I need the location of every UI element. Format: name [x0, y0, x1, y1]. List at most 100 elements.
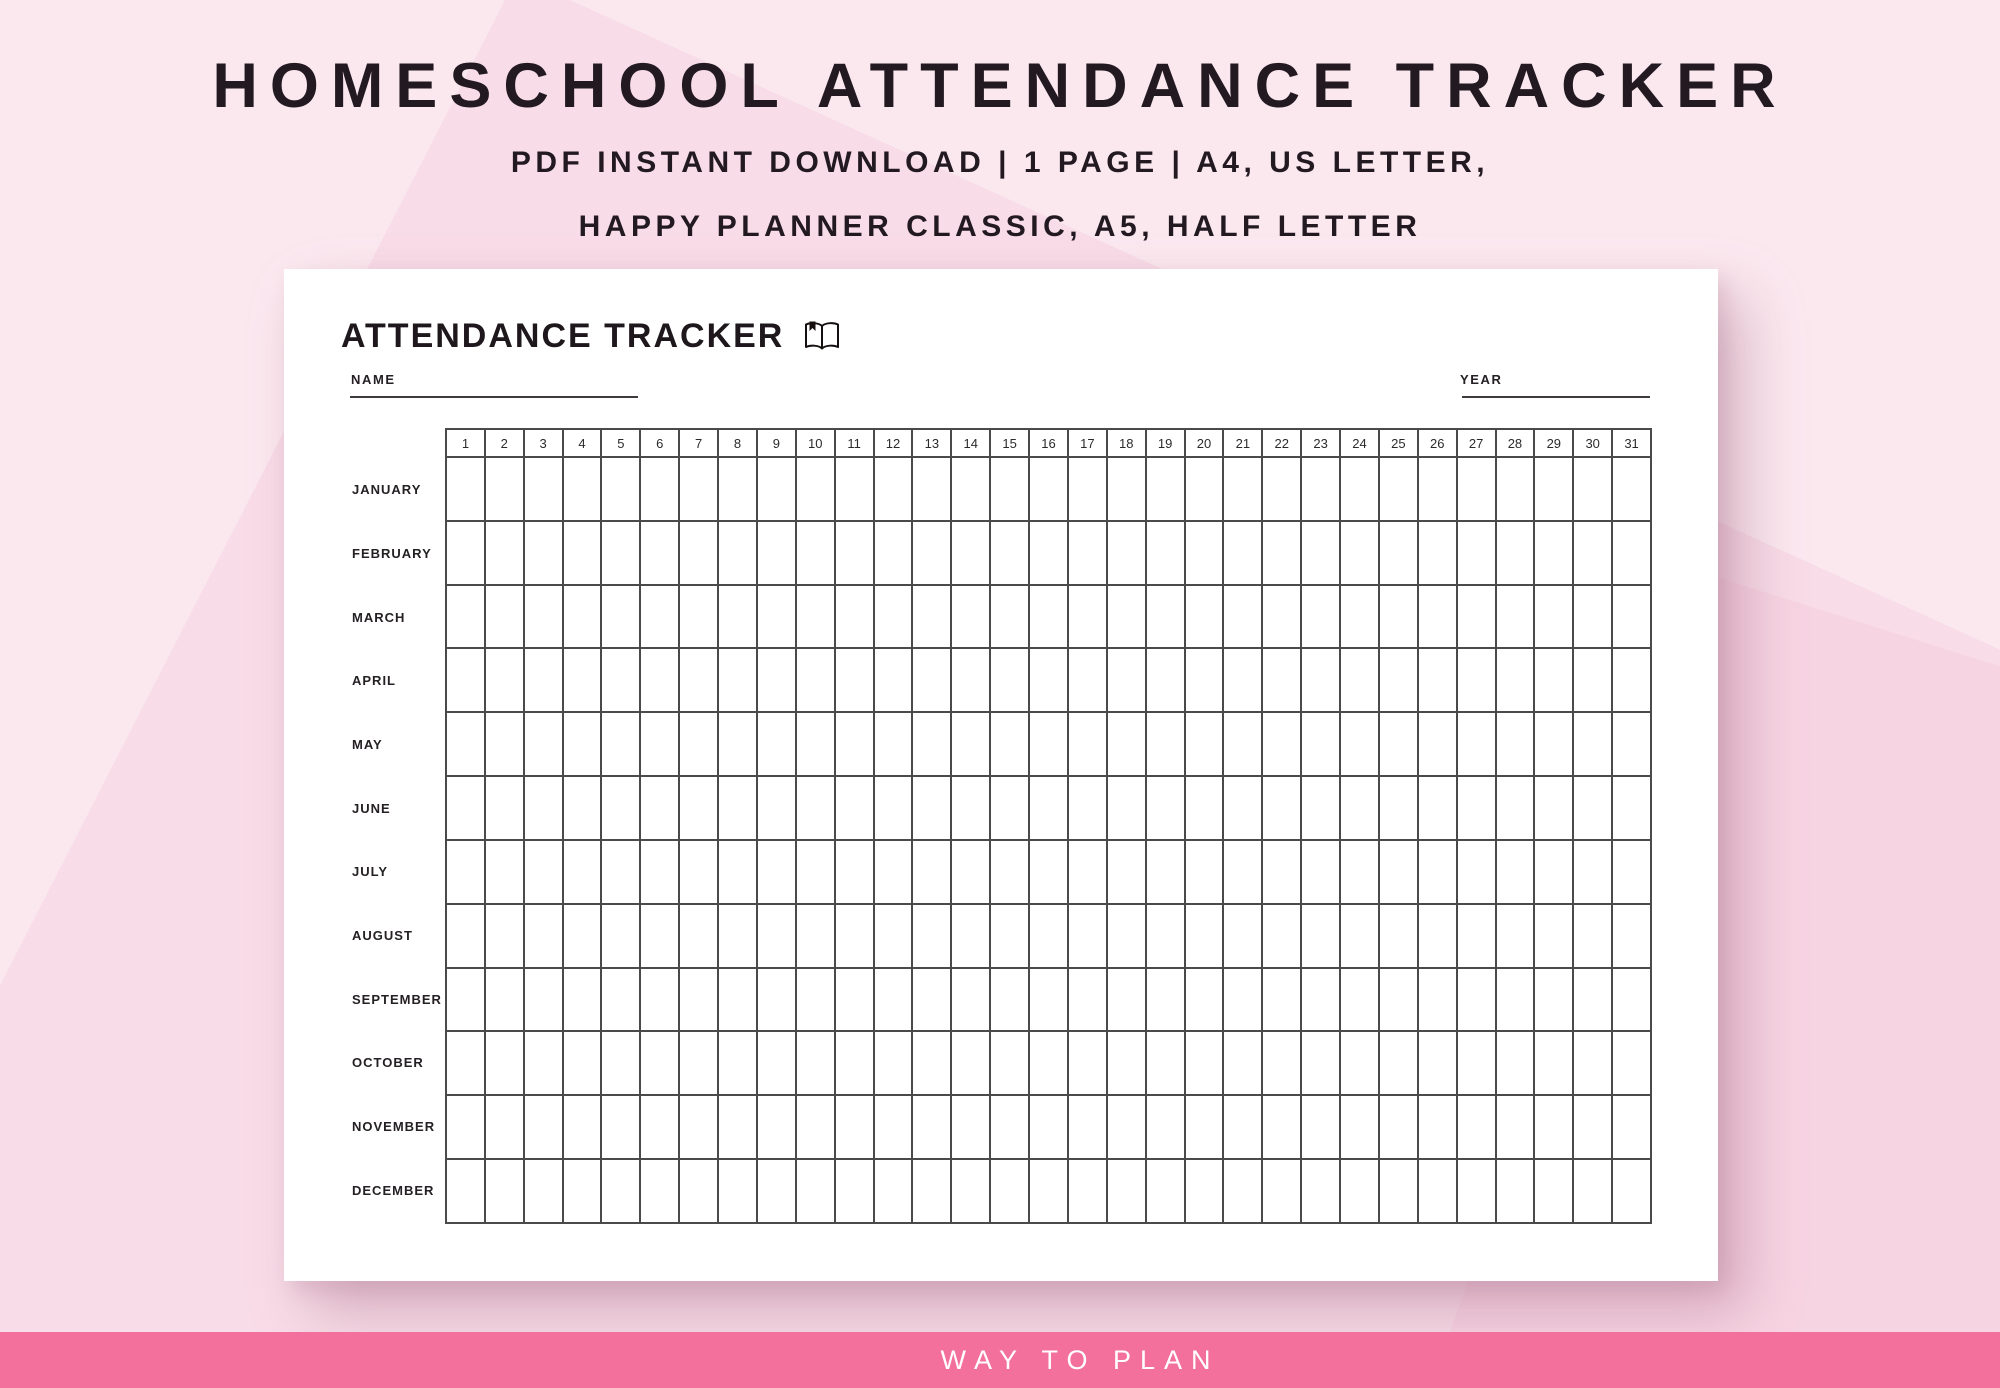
attendance-cell[interactable]	[796, 777, 834, 839]
attendance-cell[interactable]	[602, 840, 640, 903]
attendance-cell[interactable]	[1496, 1032, 1534, 1095]
attendance-cell[interactable]	[1418, 649, 1456, 712]
attendance-cell[interactable]	[835, 521, 873, 584]
attendance-cell[interactable]	[874, 521, 912, 584]
attendance-cell[interactable]	[1535, 840, 1573, 903]
attendance-cell[interactable]	[1107, 1160, 1145, 1222]
attendance-cell[interactable]	[1613, 904, 1650, 967]
attendance-cell[interactable]	[835, 1160, 873, 1222]
attendance-cell[interactable]	[913, 585, 951, 648]
attendance-cell[interactable]	[1379, 521, 1417, 584]
attendance-cell[interactable]	[1224, 585, 1262, 648]
attendance-cell[interactable]	[1418, 904, 1456, 967]
attendance-cell[interactable]	[1574, 521, 1612, 584]
attendance-cell[interactable]	[1068, 521, 1106, 584]
attendance-cell[interactable]	[447, 585, 484, 648]
attendance-cell[interactable]	[485, 1032, 523, 1095]
attendance-cell[interactable]	[1302, 968, 1340, 1031]
attendance-cell[interactable]	[1224, 777, 1262, 839]
attendance-cell[interactable]	[796, 713, 834, 776]
attendance-cell[interactable]	[1185, 840, 1223, 903]
attendance-cell[interactable]	[602, 777, 640, 839]
attendance-cell[interactable]	[1496, 904, 1534, 967]
attendance-cell[interactable]	[1263, 713, 1301, 776]
attendance-cell[interactable]	[524, 968, 562, 1031]
attendance-cell[interactable]	[1146, 1160, 1184, 1222]
attendance-cell[interactable]	[757, 1032, 795, 1095]
attendance-cell[interactable]	[874, 649, 912, 712]
attendance-cell[interactable]	[1146, 777, 1184, 839]
attendance-cell[interactable]	[719, 777, 756, 839]
attendance-cell[interactable]	[991, 1096, 1029, 1159]
attendance-cell[interactable]	[757, 1160, 795, 1222]
attendance-cell[interactable]	[952, 968, 990, 1031]
attendance-cell[interactable]	[1224, 1096, 1262, 1159]
attendance-cell[interactable]	[1379, 458, 1417, 520]
attendance-cell[interactable]	[1302, 904, 1340, 967]
attendance-cell[interactable]	[1068, 649, 1106, 712]
attendance-cell[interactable]	[1457, 777, 1495, 839]
attendance-cell[interactable]	[1107, 585, 1145, 648]
attendance-cell[interactable]	[602, 585, 640, 648]
attendance-cell[interactable]	[913, 1096, 951, 1159]
attendance-cell[interactable]	[835, 458, 873, 520]
attendance-cell[interactable]	[1613, 1160, 1650, 1222]
attendance-cell[interactable]	[719, 904, 756, 967]
attendance-cell[interactable]	[1302, 521, 1340, 584]
attendance-cell[interactable]	[1068, 840, 1106, 903]
attendance-cell[interactable]	[913, 521, 951, 584]
attendance-cell[interactable]	[796, 904, 834, 967]
attendance-cell[interactable]	[1341, 777, 1378, 839]
attendance-cell[interactable]	[1263, 840, 1301, 903]
attendance-cell[interactable]	[447, 713, 484, 776]
attendance-cell[interactable]	[1030, 968, 1067, 1031]
attendance-cell[interactable]	[1068, 1096, 1106, 1159]
attendance-cell[interactable]	[1224, 1160, 1262, 1222]
attendance-cell[interactable]	[641, 521, 679, 584]
attendance-cell[interactable]	[757, 458, 795, 520]
attendance-cell[interactable]	[952, 904, 990, 967]
attendance-cell[interactable]	[1574, 840, 1612, 903]
attendance-cell[interactable]	[1574, 777, 1612, 839]
attendance-cell[interactable]	[1185, 1160, 1223, 1222]
attendance-cell[interactable]	[1457, 458, 1495, 520]
attendance-cell[interactable]	[952, 585, 990, 648]
attendance-cell[interactable]	[641, 840, 679, 903]
attendance-cell[interactable]	[1496, 649, 1534, 712]
attendance-cell[interactable]	[1107, 1096, 1145, 1159]
attendance-cell[interactable]	[1418, 521, 1456, 584]
attendance-cell[interactable]	[1341, 521, 1378, 584]
attendance-cell[interactable]	[913, 968, 951, 1031]
attendance-cell[interactable]	[991, 840, 1029, 903]
attendance-cell[interactable]	[796, 840, 834, 903]
attendance-cell[interactable]	[1185, 1096, 1223, 1159]
attendance-cell[interactable]	[1302, 649, 1340, 712]
attendance-cell[interactable]	[835, 1096, 873, 1159]
attendance-cell[interactable]	[913, 904, 951, 967]
attendance-cell[interactable]	[1185, 585, 1223, 648]
attendance-cell[interactable]	[991, 458, 1029, 520]
attendance-cell[interactable]	[1030, 1096, 1067, 1159]
attendance-cell[interactable]	[796, 1160, 834, 1222]
attendance-cell[interactable]	[1302, 585, 1340, 648]
attendance-cell[interactable]	[1030, 521, 1067, 584]
attendance-cell[interactable]	[680, 968, 718, 1031]
attendance-cell[interactable]	[1418, 1032, 1456, 1095]
attendance-cell[interactable]	[719, 968, 756, 1031]
attendance-cell[interactable]	[485, 585, 523, 648]
attendance-cell[interactable]	[719, 840, 756, 903]
attendance-cell[interactable]	[1574, 1032, 1612, 1095]
attendance-cell[interactable]	[719, 521, 756, 584]
attendance-cell[interactable]	[1574, 649, 1612, 712]
attendance-cell[interactable]	[1146, 649, 1184, 712]
attendance-cell[interactable]	[680, 458, 718, 520]
attendance-cell[interactable]	[952, 1032, 990, 1095]
attendance-cell[interactable]	[1107, 649, 1145, 712]
attendance-cell[interactable]	[485, 968, 523, 1031]
attendance-cell[interactable]	[1418, 1160, 1456, 1222]
attendance-cell[interactable]	[563, 777, 601, 839]
attendance-cell[interactable]	[1263, 1096, 1301, 1159]
attendance-cell[interactable]	[680, 1160, 718, 1222]
attendance-cell[interactable]	[952, 840, 990, 903]
attendance-cell[interactable]	[524, 1096, 562, 1159]
